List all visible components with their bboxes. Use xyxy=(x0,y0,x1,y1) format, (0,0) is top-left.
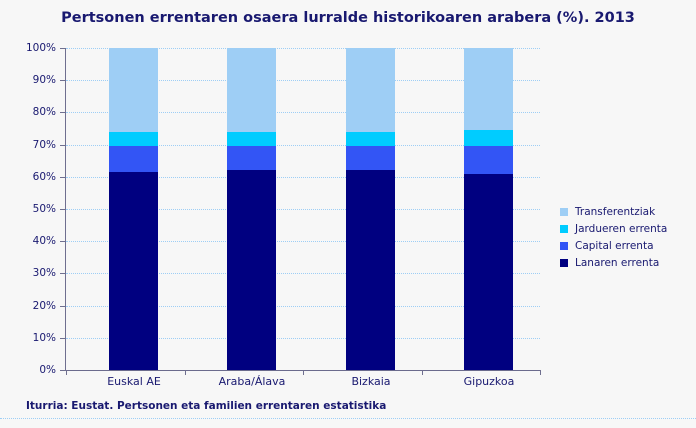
bar-segment xyxy=(346,131,395,147)
bar-segment xyxy=(346,48,395,132)
y-axis-tick xyxy=(60,273,66,275)
bar-segment xyxy=(464,130,513,147)
source-divider xyxy=(0,418,696,419)
y-axis-tick xyxy=(60,209,66,210)
legend-color-swatch xyxy=(560,208,568,216)
y-axis-tick-label: 90% xyxy=(32,74,56,87)
bar-segment xyxy=(109,171,158,370)
legend-color-swatch xyxy=(560,242,568,250)
y-axis-tick xyxy=(60,80,66,82)
y-axis-tick-label: 30% xyxy=(32,267,56,280)
gridline xyxy=(66,176,540,178)
legend-label: Jardueren errenta xyxy=(575,223,668,235)
legend-color-swatch xyxy=(560,225,568,233)
x-axis-tick xyxy=(66,370,67,375)
x-axis-tick xyxy=(422,370,423,375)
bar-segment xyxy=(464,173,513,370)
gridline xyxy=(66,144,540,146)
x-axis-category-label: Araba/Álava xyxy=(218,375,286,388)
y-axis-tick-label: 70% xyxy=(32,138,56,151)
y-axis-tick-label: 40% xyxy=(32,235,56,248)
legend-item[interactable]: Capital errenta xyxy=(560,239,667,253)
y-axis-tick-label: 60% xyxy=(32,170,56,183)
legend-item[interactable]: Transferentziak xyxy=(560,205,667,219)
bar-segment xyxy=(464,48,513,131)
y-axis-tick xyxy=(60,337,66,339)
bar-segment xyxy=(227,131,276,147)
y-axis-tick-label: 0% xyxy=(39,364,56,376)
legend-label: Transferentziak xyxy=(575,206,656,218)
legend-label: Capital errenta xyxy=(575,240,654,252)
x-axis-category-label: Gipuzkoa xyxy=(463,375,515,388)
x-axis-tick xyxy=(185,370,186,375)
legend-item[interactable]: Lanaren errenta xyxy=(560,256,667,270)
y-axis-tick-label: 20% xyxy=(32,299,56,312)
bar-segment xyxy=(109,131,158,147)
bar-segment xyxy=(346,170,395,370)
y-axis-tick xyxy=(60,48,66,49)
source-note: Iturria: Eustat. Pertsonen eta familien … xyxy=(26,400,387,412)
chart-legend: Transferentziak Jardueren errenta Capital … xyxy=(560,205,667,273)
gridline xyxy=(66,273,540,275)
legend-item[interactable]: Jardueren errenta xyxy=(560,222,667,236)
legend-label: Lanaren errenta xyxy=(575,257,660,269)
bar-segment xyxy=(464,146,513,174)
x-axis-category-label: Euskal AE xyxy=(107,375,161,388)
gridline xyxy=(66,209,540,210)
y-axis-tick xyxy=(60,144,66,146)
y-axis-tick-label: 80% xyxy=(32,106,56,119)
bar-stack xyxy=(109,48,158,370)
y-axis-tick xyxy=(60,241,66,243)
gridline xyxy=(66,48,540,49)
y-axis-tick xyxy=(60,305,66,307)
bar-segment xyxy=(346,146,395,171)
gridline xyxy=(66,112,540,114)
bar-stack xyxy=(227,48,276,370)
y-axis-tick-label: 10% xyxy=(32,331,56,344)
bar-segment xyxy=(109,48,158,132)
y-axis-tick xyxy=(60,112,66,114)
y-axis-tick-label: 100% xyxy=(25,42,56,54)
x-axis-category-label: Bizkaia xyxy=(351,375,391,388)
bar-stack xyxy=(464,48,513,370)
bar-segment xyxy=(227,48,276,132)
y-axis-tick xyxy=(60,176,66,178)
bar-stack xyxy=(346,48,395,370)
y-axis-tick-label: 50% xyxy=(32,203,56,215)
bar-segment xyxy=(109,146,158,172)
bar-segment xyxy=(227,146,276,171)
bar-segment xyxy=(227,170,276,370)
x-axis-tick xyxy=(540,370,541,375)
x-axis-tick xyxy=(303,370,304,375)
gridline xyxy=(66,305,540,307)
gridline xyxy=(66,241,540,243)
gridline xyxy=(66,337,540,339)
gridline xyxy=(66,80,540,82)
chart-title: Pertsonen errentaren osaera lurralde his… xyxy=(61,10,635,26)
y-axis-tick xyxy=(60,370,66,371)
legend-color-swatch xyxy=(560,259,568,267)
